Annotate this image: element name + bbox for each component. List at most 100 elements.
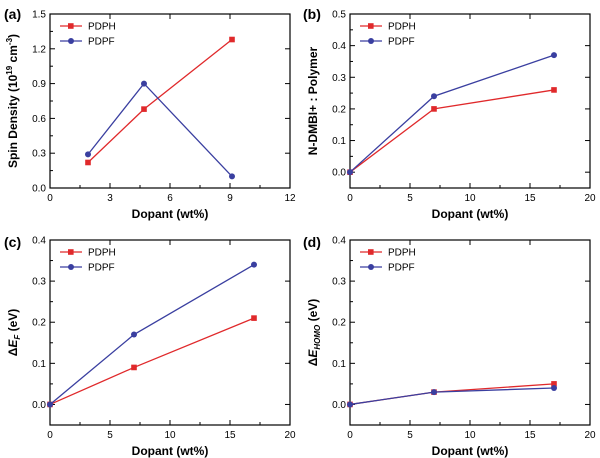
x-tick-label: 10 — [164, 430, 176, 441]
x-tick-label: 15 — [224, 430, 236, 441]
x-tick-label: 10 — [464, 193, 476, 204]
y-axis-label: N-DMBI+ : Polymer — [306, 46, 320, 155]
y-tick-label: 0.1 — [332, 359, 346, 370]
y-tick-label: 0.5 — [332, 10, 346, 21]
y-tick-label: 1.5 — [32, 10, 46, 21]
data-point-pdpf — [229, 173, 235, 180]
data-point-pdph — [85, 159, 91, 166]
data-point-pdpf — [347, 401, 353, 408]
x-tick-label: 5 — [407, 193, 413, 204]
x-tick-label: 10 — [464, 430, 476, 441]
x-tick-label: 15 — [524, 193, 536, 204]
panel-label: (a) — [4, 6, 21, 22]
x-tick-label: 6 — [167, 193, 173, 204]
legend-marker — [368, 38, 374, 44]
panel-label: (b) — [303, 6, 321, 22]
legend-marker — [68, 264, 74, 270]
data-point-pdph — [431, 106, 437, 112]
y-tick-label: 0.3 — [332, 277, 346, 288]
y-tick-label: 0.2 — [332, 104, 346, 115]
legend-label-pdph: PDPH — [88, 248, 116, 259]
y-tick-label: 0.6 — [32, 114, 46, 125]
series-line-pdph — [49, 317, 255, 406]
y-tick-label: 0.2 — [32, 318, 46, 329]
y-tick-label: 0.4 — [32, 236, 46, 247]
x-tick-label: 12 — [284, 193, 296, 204]
x-axis-label: Dopant (wt%) — [132, 444, 209, 458]
legend-marker — [368, 249, 374, 255]
y-tick-label: 0.0 — [32, 184, 46, 195]
y-tick-label: 0.3 — [32, 149, 46, 160]
x-tick-label: 0 — [47, 430, 53, 441]
y-tick-label: 0.4 — [332, 236, 346, 247]
y-tick-label: 0.0 — [332, 168, 346, 179]
data-point-pdpf — [47, 401, 53, 408]
x-tick-label: 0 — [347, 430, 353, 441]
panel-label: (c) — [4, 234, 21, 250]
panel-label: (d) — [303, 234, 321, 250]
data-point-pdpf — [551, 52, 557, 59]
x-axis-label: Dopant (wt%) — [432, 444, 509, 458]
x-tick-label: 15 — [524, 430, 536, 441]
y-tick-label: 0.3 — [32, 277, 46, 288]
series-line-pdpf — [49, 264, 255, 405]
data-point-pdpf — [431, 93, 437, 100]
x-tick-label: 9 — [227, 193, 233, 204]
x-tick-label: 0 — [347, 193, 353, 204]
y-axis-label: ΔEF (eV) — [6, 309, 22, 357]
y-tick-label: 0.1 — [332, 136, 346, 147]
x-tick-label: 0 — [47, 193, 53, 204]
legend-label-pdph: PDPH — [88, 22, 116, 33]
plot-frame — [349, 13, 591, 189]
x-tick-label: 20 — [584, 430, 596, 441]
series-line-pdpf — [87, 82, 233, 177]
legend-label-pdpf: PDPF — [88, 263, 115, 274]
data-point-pdpf — [551, 385, 557, 391]
data-point-pdpf — [131, 331, 137, 338]
legend-label-pdpf: PDPF — [88, 37, 115, 48]
legend-marker — [68, 23, 74, 29]
data-point-pdpf — [251, 261, 257, 268]
data-point-pdph — [141, 106, 147, 112]
y-tick-label: 0.9 — [32, 79, 46, 90]
legend-label-pdph: PDPH — [388, 248, 416, 259]
panel-b: (b) 0 5 10 15 20 0.0 0.1 0.2 0.3 0.4 0.5 Dopant (wt%… — [303, 6, 596, 221]
series-line-pdph — [349, 383, 555, 406]
series-line-pdpf — [349, 54, 555, 173]
legend-marker — [368, 23, 374, 29]
legend-marker — [68, 38, 74, 44]
x-tick-label: 5 — [107, 430, 113, 441]
legend-label-pdpf: PDPF — [388, 37, 415, 48]
plot-frame — [349, 239, 591, 426]
y-axis-label: ΔEHOMO (eV) — [306, 299, 322, 367]
data-point-pdph — [229, 36, 235, 43]
y-tick-label: 0.0 — [32, 400, 46, 411]
data-point-pdph — [251, 315, 257, 321]
x-tick-label: 20 — [584, 193, 596, 204]
legend-marker — [68, 249, 74, 255]
data-point-pdpf — [347, 169, 353, 176]
series-line-pdph — [349, 89, 555, 173]
panel-a: (a) 0 3 6 9 12 0.0 0.3 0.6 0.9 1.2 1.5 Dopant (wt%) S… — [4, 6, 296, 221]
data-point-pdpf — [85, 151, 91, 158]
panel-d: (d) 0 5 10 15 20 0.0 0.1 0.2 0.3 0.4 Dopant (wt%) ΔE… — [303, 234, 596, 458]
x-axis-label: Dopant (wt%) — [432, 207, 509, 221]
data-point-pdpf — [431, 389, 437, 396]
y-tick-label: 0.0 — [332, 400, 346, 411]
y-tick-label: 0.1 — [32, 359, 46, 370]
data-point-pdph — [131, 364, 137, 371]
legend-label-pdpf: PDPF — [388, 263, 415, 274]
y-axis-label: Spin Density (1019 cm-3) — [5, 34, 20, 168]
data-point-pdph — [551, 87, 557, 93]
data-point-pdph — [551, 381, 557, 387]
y-tick-label: 0.4 — [332, 41, 346, 52]
plot-frame — [49, 239, 291, 426]
y-tick-label: 1.2 — [32, 44, 46, 55]
panel-c: (c) 0 5 10 15 20 0.0 0.1 0.2 0.3 0.4 Dopant (wt%) ΔE… — [4, 234, 296, 458]
y-tick-label: 0.3 — [332, 73, 346, 84]
x-tick-label: 3 — [107, 193, 113, 204]
x-axis-label: Dopant (wt%) — [132, 207, 209, 221]
x-tick-label: 20 — [284, 430, 296, 441]
legend-label-pdph: PDPH — [388, 22, 416, 33]
